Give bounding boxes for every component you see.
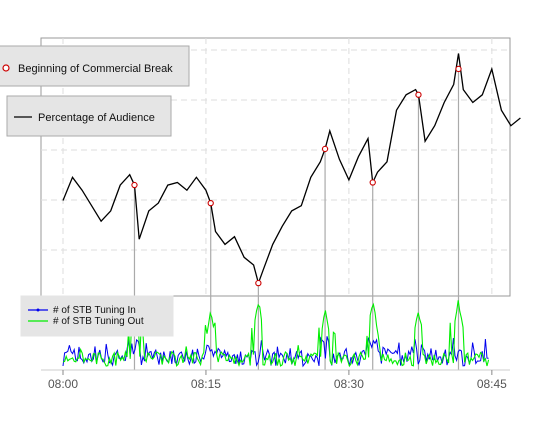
commercial-break-marker [415,91,422,98]
x-tick-label: 08:00 [48,377,78,391]
legend-label-tuning-in: # of STB Tuning In [53,305,136,316]
legend-tuning: # of STB Tuning In # of STB Tuning Out [20,295,174,337]
legend-marker-icon [2,64,10,72]
x-tick-label: 08:15 [191,377,221,391]
tuning-in-line [62,336,489,368]
legend-label-tuning-out: # of STB Tuning Out [53,316,144,327]
commercial-break-markers [131,65,462,287]
commercial-break-marker [455,65,462,73]
x-tick-label: 08:30 [334,377,364,391]
grid-lines [41,38,510,296]
legend-audience: Percentage of Audience [6,95,172,137]
commercial-break-marker [321,145,329,153]
commercial-break-lines [133,68,460,370]
commercial-break-marker [255,279,262,287]
legend-commercial-break: Beginning of Commercial Break [0,45,190,87]
legend-label-commercial-break: Beginning of Commercial Break [18,63,173,75]
commercial-break-marker [207,199,214,207]
x-tick-label: 08:45 [477,377,507,391]
legend-label-audience: Percentage of Audience [38,112,155,124]
x-axis: 08:00 08:15 08:30 08:45 [48,370,507,391]
commercial-break-marker [131,181,138,189]
commercial-break-marker [369,179,376,186]
audience-line [62,53,521,286]
legend-tuning-in-dot [36,308,40,312]
